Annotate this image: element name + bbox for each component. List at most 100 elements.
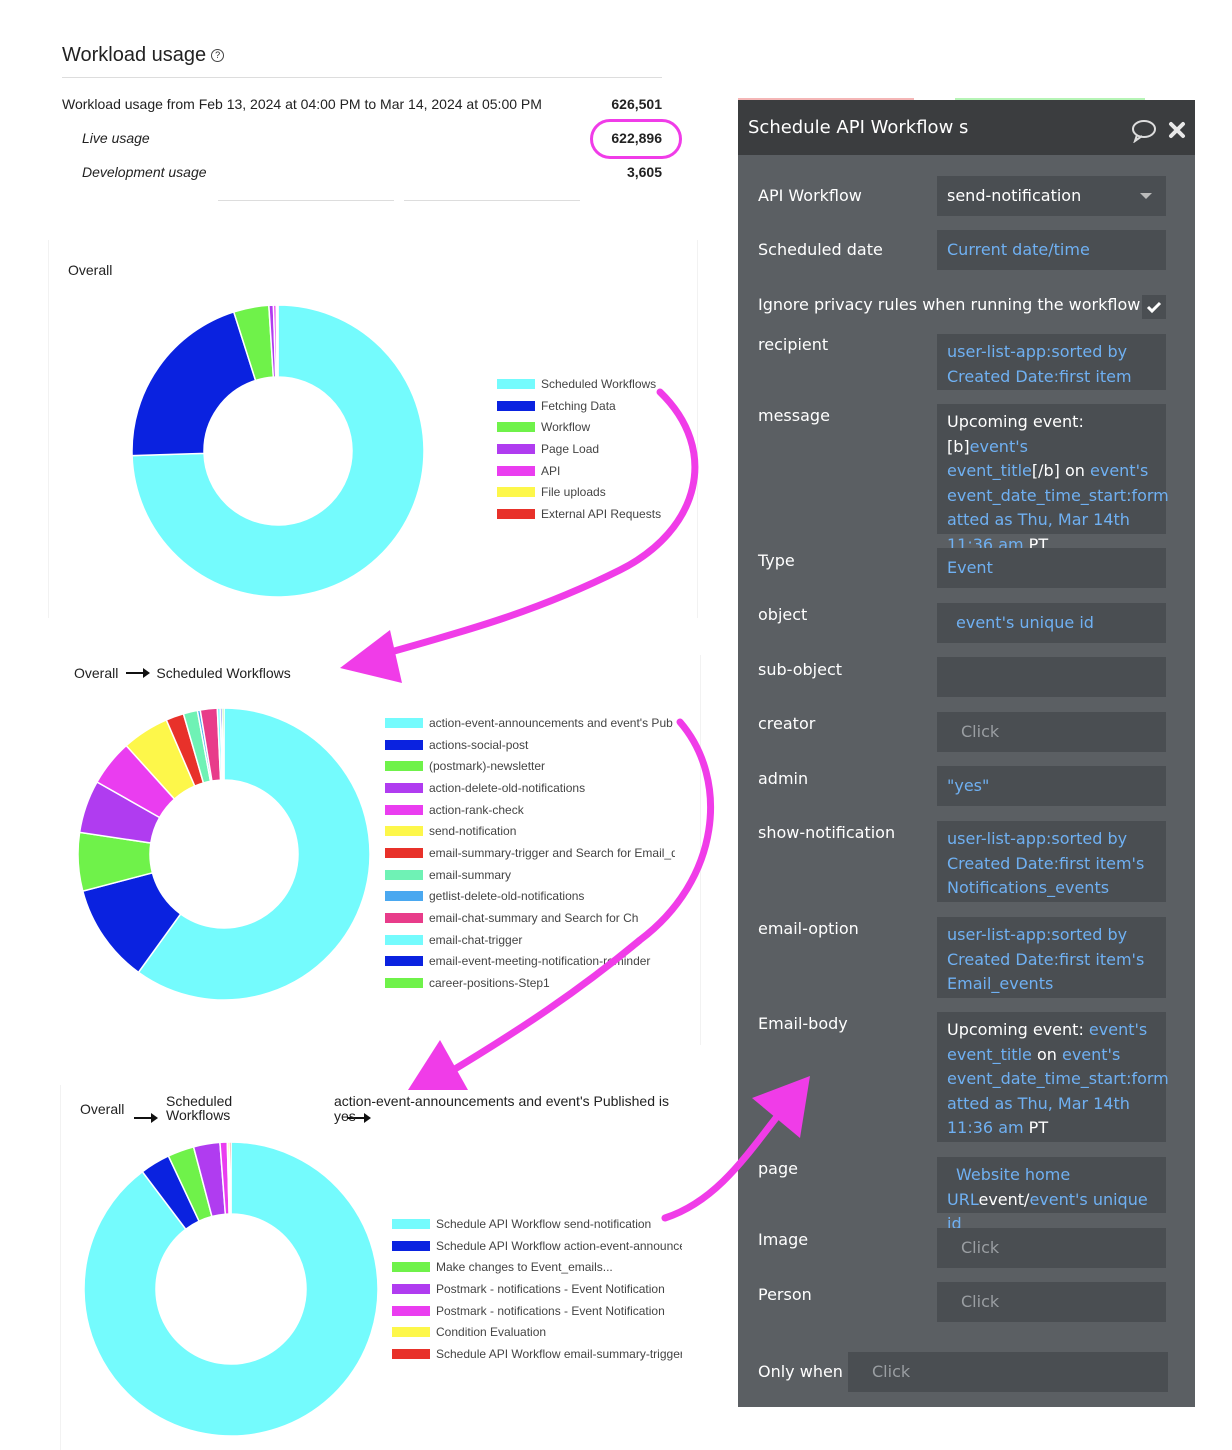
dynamic-expression: URL [947, 1189, 979, 1209]
legend-item[interactable]: email-chat-trigger [385, 929, 675, 951]
creator-field[interactable]: Click [937, 712, 1166, 752]
legend-item[interactable]: getlist-delete-old-notifications [385, 886, 675, 908]
arrow-right-icon [347, 1113, 372, 1123]
dynamic-expression: event_date_time_start:form [947, 1069, 1169, 1088]
creator-label: creator [758, 714, 816, 733]
donut-slice[interactable] [276, 304, 279, 378]
show-notification-field[interactable]: user-list-app:sorted by Created Date:fir… [937, 821, 1166, 902]
legend-swatch [497, 378, 535, 389]
type-label: Type [758, 551, 795, 570]
legend-item[interactable]: API [497, 460, 667, 482]
legend-swatch [392, 1283, 430, 1294]
page-field[interactable]: Website home URLevent/event's unique id [937, 1157, 1166, 1233]
legend-item[interactable]: email-chat-summary and Search for Ch [385, 907, 675, 929]
subobject-field[interactable] [937, 657, 1166, 697]
legend-label: Fetching Data [541, 398, 616, 413]
legend-swatch [392, 1240, 430, 1251]
legend-swatch [497, 443, 535, 454]
legend-item[interactable]: action-delete-old-notifications [385, 777, 675, 799]
donut-slice[interactable] [83, 1141, 379, 1437]
legend-label: External API Requests [541, 506, 662, 521]
legend-item[interactable]: Schedule API Workflow send-notification [392, 1213, 682, 1235]
click-placeholder: Click [961, 1238, 1000, 1257]
legend-item[interactable]: Schedule API Workflow action-event-annou… [392, 1235, 682, 1257]
legend-item[interactable]: career-positions-Step1 [385, 972, 675, 994]
tab-divider [404, 200, 580, 201]
legend-item[interactable]: send-notification [385, 820, 675, 842]
donut-slice[interactable] [137, 707, 371, 1001]
dev-usage-label: Development usage [82, 164, 207, 180]
legend-swatch [385, 869, 423, 880]
arrow-right-icon [126, 668, 151, 678]
static-text: Upcoming event: [947, 1020, 1089, 1039]
email-option-field[interactable]: user-list-app:sorted by Created Date:fir… [937, 917, 1166, 998]
dynamic-expression: user-list-app:sorted by [947, 342, 1128, 361]
person-field[interactable]: Click [937, 1282, 1166, 1322]
only-when-field[interactable]: Click [848, 1352, 1168, 1392]
legend-label: email-summary [429, 867, 512, 882]
divider [955, 98, 1145, 100]
image-field[interactable]: Click [937, 1228, 1166, 1268]
legend-item[interactable]: action-event-announcements and event's P… [385, 712, 675, 734]
legend-item[interactable]: Page Load [497, 438, 667, 460]
legend-label: Schedule API Workflow action-event-annou… [436, 1238, 682, 1253]
static-text: [/b] on [1031, 461, 1090, 480]
legend-item[interactable]: Postmark - notifications - Event Notific… [392, 1278, 682, 1300]
tab-divider [218, 200, 394, 201]
legend-item[interactable]: Schedule API Workflow email-summary-trig… [392, 1343, 682, 1365]
legend-swatch [497, 465, 535, 476]
legend-swatch [497, 508, 535, 519]
api-workflow-dropdown[interactable]: send-notification [937, 176, 1166, 216]
legend-label: API [541, 463, 561, 478]
legend-item[interactable]: Condition Evaluation [392, 1321, 682, 1343]
legend-item[interactable]: action-rank-check [385, 799, 675, 821]
recipient-label: recipient [758, 335, 829, 354]
donut-slice[interactable] [131, 310, 257, 457]
breadcrumb-item[interactable]: Overall [74, 665, 119, 681]
breadcrumb: Overall Scheduled Workflows [74, 665, 291, 681]
legend-item[interactable]: Fetching Data [497, 395, 667, 417]
breadcrumb-item[interactable]: Scheduled Workflows [166, 1093, 233, 1123]
ignore-privacy-checkbox[interactable] [1142, 295, 1166, 319]
question-icon[interactable]: ? [211, 49, 225, 62]
legend-item[interactable]: email-event-meeting-notification-reminde… [385, 951, 675, 973]
breadcrumb-item[interactable]: Overall [80, 1101, 125, 1117]
legend-item[interactable]: Scheduled Workflows [497, 373, 667, 395]
checkmark-icon [1146, 301, 1162, 314]
chart-legend: Scheduled Workflows Fetching Data Workflow… [497, 373, 667, 525]
dynamic-expression: event's [969, 436, 1028, 456]
dev-usage-value: 3,605 [626, 164, 662, 180]
legend-item[interactable]: Postmark - notifications - Event Notific… [392, 1300, 682, 1322]
admin-field[interactable]: "yes" [937, 766, 1166, 806]
workload-total: 626,501 [611, 96, 662, 112]
email-body-field[interactable]: Upcoming event: event's event_title on e… [937, 1012, 1169, 1142]
legend-item[interactable]: email-summary [385, 864, 675, 886]
legend-item[interactable]: (postmark)-newsletter [385, 755, 675, 777]
legend-item[interactable]: Workflow [497, 416, 667, 438]
legend-swatch [392, 1218, 430, 1229]
dynamic-expression: atted as Thu, Mar 14th [947, 1093, 1130, 1113]
legend-swatch [385, 978, 423, 989]
close-icon[interactable] [1168, 121, 1186, 139]
type-field[interactable]: Event [937, 548, 1166, 588]
legend-label: email-summary-trigger and Search for Ema… [429, 845, 675, 860]
legend-label: File uploads [541, 485, 606, 500]
legend-label: (postmark)-newsletter [429, 759, 546, 774]
legend-item[interactable]: File uploads [497, 481, 667, 503]
legend-item[interactable]: email-summary-trigger and Search for Ema… [385, 842, 675, 864]
legend-item[interactable]: External API Requests [497, 503, 667, 525]
admin-label: admin [758, 769, 809, 788]
legend-item[interactable]: Make changes to Event_emails... [392, 1256, 682, 1278]
message-field[interactable]: Upcoming event: [b]event's event_title[/… [937, 404, 1169, 554]
dynamic-expression: "yes" [947, 776, 990, 795]
legend-swatch [392, 1327, 430, 1338]
workload-title: Workload usage? [62, 44, 225, 67]
donut-slice[interactable] [228, 1141, 232, 1215]
object-field[interactable]: event's unique id [937, 603, 1166, 643]
legend-item[interactable]: actions-social-post [385, 734, 675, 756]
donut-slice[interactable] [221, 707, 225, 781]
comment-icon[interactable] [1130, 119, 1158, 143]
recipient-field[interactable]: user-list-app:sorted by Created Date:fir… [937, 334, 1166, 390]
dynamic-expression: Created Date:first item's [947, 853, 1145, 873]
scheduled-date-field[interactable]: Current date/time [937, 230, 1166, 270]
